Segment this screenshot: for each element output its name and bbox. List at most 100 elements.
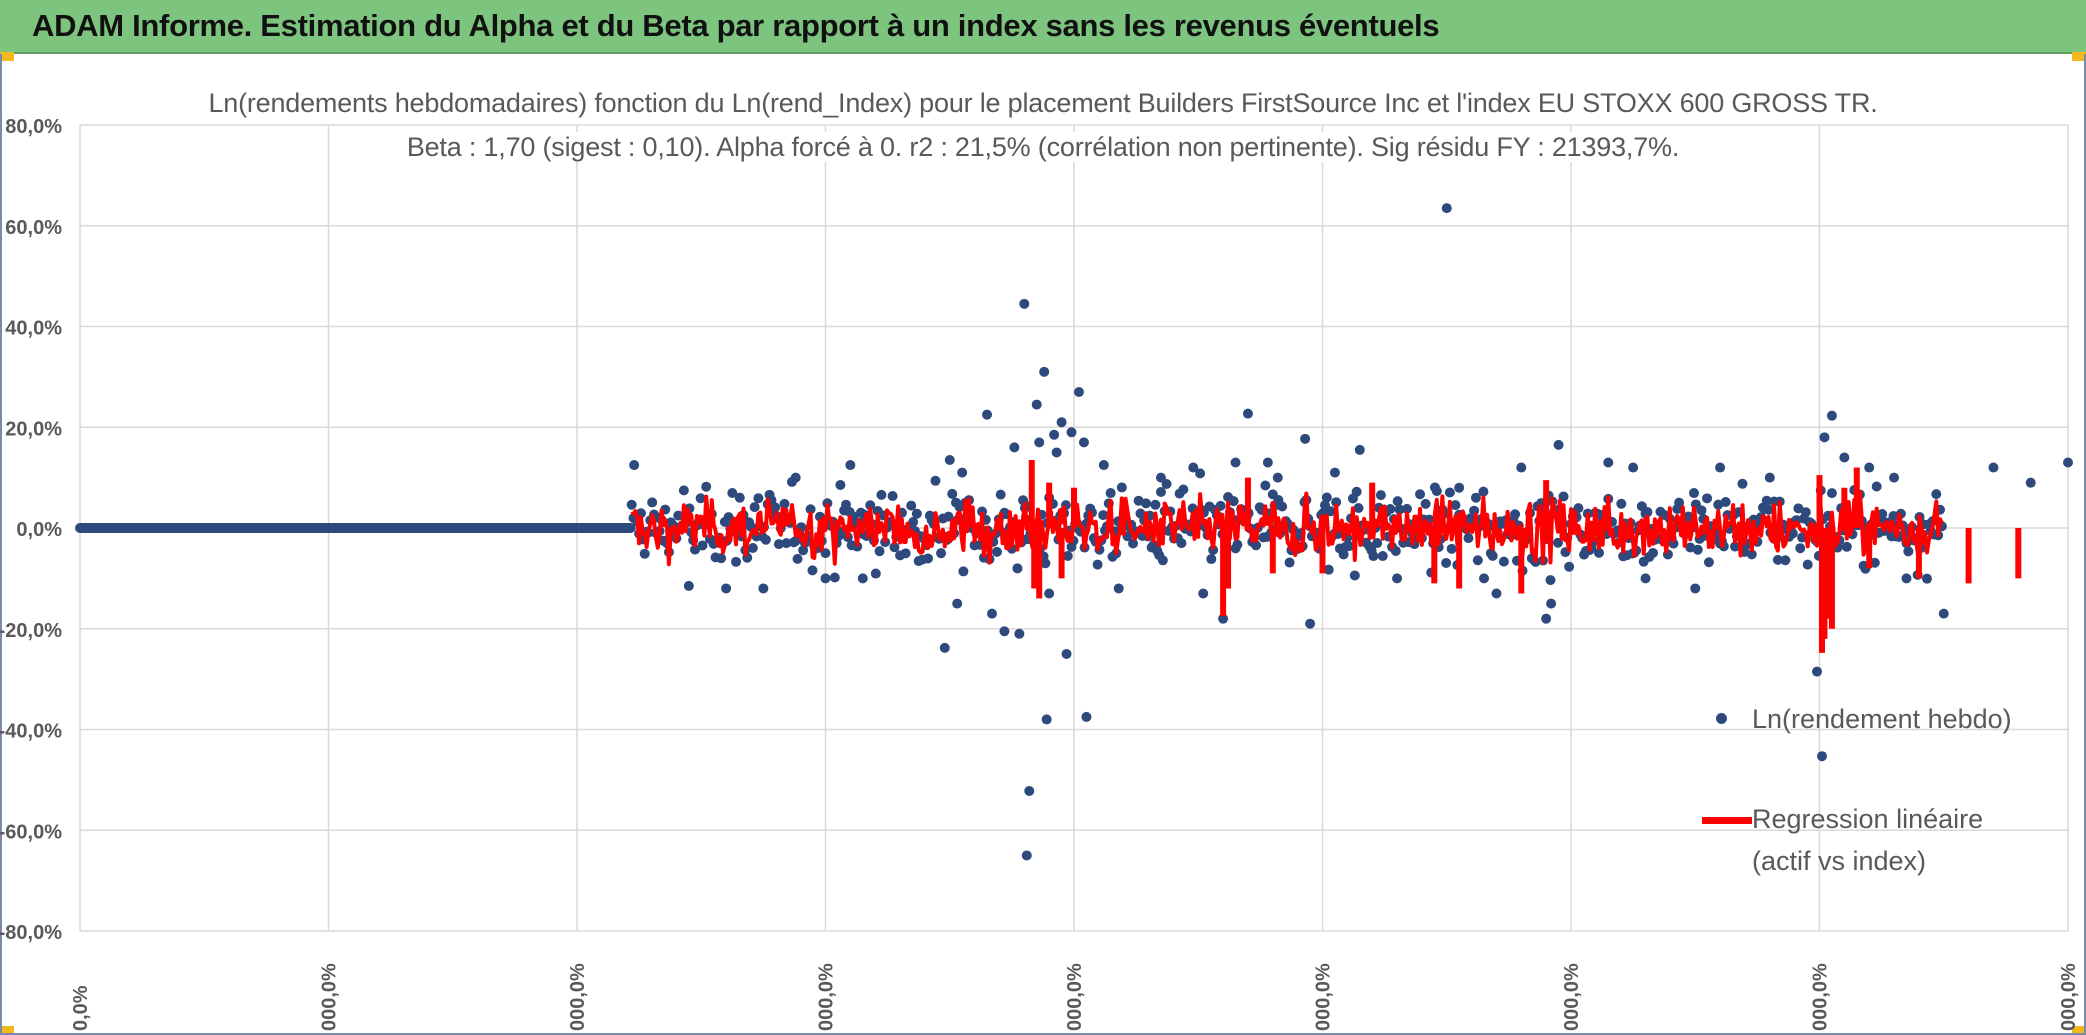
y-tick-label: 20,0% — [5, 418, 62, 440]
data-point — [626, 499, 637, 510]
data-point — [683, 580, 694, 591]
data-point — [1683, 511, 1694, 522]
data-point — [1720, 497, 1731, 508]
data-point — [1014, 628, 1025, 639]
data-point — [1668, 538, 1679, 549]
data-point — [1564, 561, 1575, 572]
data-point — [1420, 498, 1431, 509]
data-point — [1277, 501, 1288, 512]
y-tick-label: 40,0% — [5, 318, 62, 340]
y-tick-label: -20,0% — [0, 620, 62, 642]
chart-frame — [0, 54, 2086, 1035]
data-point — [1903, 546, 1914, 557]
data-point — [1040, 558, 1051, 569]
report-banner: ADAM Informe. Estimation du Alpha et du … — [0, 0, 2086, 54]
data-point — [1385, 504, 1396, 515]
data-point — [947, 488, 958, 499]
data-point — [957, 467, 968, 478]
data-point — [747, 543, 758, 554]
data-point — [779, 498, 790, 509]
y-tick-label: -60,0% — [0, 821, 62, 843]
x-tick-label: 000,0% — [1064, 963, 1086, 1031]
data-point — [1826, 410, 1837, 421]
data-point — [1780, 555, 1791, 566]
x-tick-label: 000,0% — [816, 963, 838, 1031]
data-point — [1206, 554, 1217, 565]
data-point — [1616, 498, 1627, 509]
y-tick-label: 0,0% — [16, 519, 62, 541]
data-point — [1702, 493, 1713, 504]
y-tick-label: -80,0% — [0, 922, 62, 944]
data-point — [1764, 472, 1775, 483]
data-point — [1491, 588, 1502, 599]
data-point — [1889, 472, 1900, 483]
data-point — [1510, 509, 1521, 520]
data-point — [1176, 538, 1187, 549]
data-point — [1051, 447, 1062, 458]
data-point — [1325, 506, 1336, 517]
x-tick-label: 000,0% — [1810, 963, 1832, 1031]
data-point — [876, 489, 887, 500]
data-point — [1642, 507, 1653, 518]
data-point — [701, 481, 712, 492]
data-point — [977, 506, 988, 517]
data-point — [1034, 437, 1045, 448]
data-point — [1931, 489, 1942, 500]
data-point — [1232, 539, 1243, 550]
x-tick-label: 000,0% — [319, 963, 341, 1031]
y-tick-label: -40,0% — [0, 721, 62, 743]
data-point — [1696, 505, 1707, 516]
data-point — [1260, 480, 1271, 491]
data-point — [1394, 504, 1405, 515]
data-point — [1230, 457, 1241, 468]
data-point — [749, 502, 760, 513]
data-point — [991, 546, 1002, 557]
data-point — [1454, 482, 1465, 493]
y-tick-label: 80,0% — [5, 116, 62, 138]
data-point — [1772, 554, 1783, 565]
data-point — [1479, 573, 1490, 584]
data-point — [930, 475, 941, 486]
data-point — [1344, 541, 1355, 552]
data-point — [1105, 488, 1116, 499]
data-point — [1073, 386, 1084, 397]
chart-subtitle: Beta : 1,70 (sigest : 0,10). Alpha forcé… — [0, 132, 2086, 163]
data-point — [1251, 540, 1262, 551]
data-point — [845, 460, 856, 471]
scatter-series — [75, 203, 2073, 861]
data-point — [820, 573, 831, 584]
data-point — [1450, 500, 1461, 511]
data-point — [936, 548, 947, 559]
data-point — [1737, 478, 1748, 489]
data-point — [1692, 544, 1703, 555]
data-point — [1541, 613, 1552, 624]
data-point — [1603, 457, 1614, 468]
legend-item-scatter[interactable]: Ln(rendement hebdo) — [1708, 700, 2012, 740]
data-point — [1262, 457, 1273, 468]
data-point — [1839, 452, 1850, 463]
data-point — [639, 548, 650, 559]
x-tick-label: 000,0% — [2058, 963, 2080, 1031]
data-point — [999, 626, 1010, 637]
report-title: ADAM Informe. Estimation du Alpha et du … — [32, 8, 1440, 43]
data-point — [1061, 648, 1072, 659]
data-point — [911, 508, 922, 519]
data-point — [1098, 460, 1109, 471]
data-point — [1066, 427, 1077, 438]
data-point — [829, 572, 840, 583]
data-point — [770, 502, 781, 513]
data-point — [1441, 557, 1452, 568]
data-point — [1553, 439, 1564, 450]
data-point — [1415, 489, 1426, 500]
data-point — [1375, 490, 1386, 501]
data-point — [678, 485, 689, 496]
legend-regression-label: Regression linéaire — [1752, 804, 1984, 834]
data-point — [1128, 538, 1139, 549]
data-point — [758, 583, 769, 594]
data-point — [647, 497, 658, 508]
data-point — [1113, 583, 1124, 594]
data-point — [1787, 528, 1798, 539]
legend-item-regression[interactable]: Regression linéaire (actif vs index) — [1698, 800, 1998, 884]
data-point — [1009, 442, 1020, 453]
data-point — [1826, 488, 1837, 499]
